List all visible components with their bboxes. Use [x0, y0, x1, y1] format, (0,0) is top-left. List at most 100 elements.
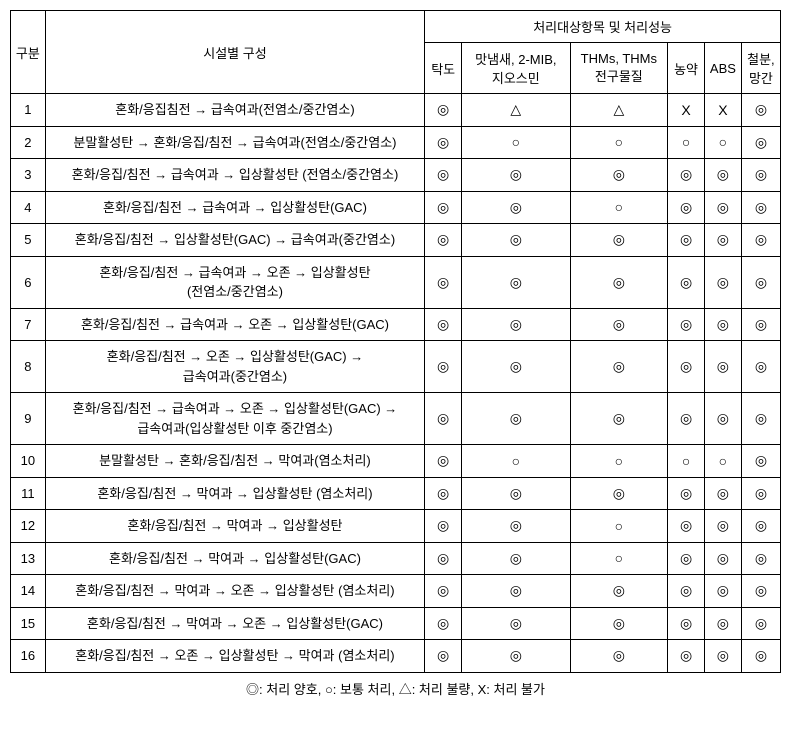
row-number: 1 — [11, 94, 46, 127]
row-symbol: ◎ — [704, 191, 741, 224]
row-symbol: ◎ — [462, 607, 570, 640]
row-symbol: ◎ — [741, 640, 780, 673]
row-symbol: ◎ — [741, 477, 780, 510]
row-symbol: ◎ — [741, 607, 780, 640]
row-symbol: ◎ — [704, 607, 741, 640]
table-row: 3혼화/응집/침전 → 급속여과 → 입상활성탄 (전염소/중간염소)◎◎◎◎◎… — [11, 159, 781, 192]
header-sub-5: 철분,망간 — [741, 43, 780, 94]
table-row: 15혼화/응집/침전 → 막여과 → 오존 → 입상활성탄(GAC)◎◎◎◎◎◎ — [11, 607, 781, 640]
header-group: 처리대상항목 및 처리성능 — [425, 11, 781, 43]
row-symbol: ◎ — [668, 159, 705, 192]
row-symbol: ◎ — [570, 341, 668, 393]
legend-text: ◎: 처리 양호, ○: 보통 처리, △: 처리 불량, X: 처리 불가 — [10, 673, 781, 698]
row-symbol: ◎ — [462, 308, 570, 341]
row-description: 혼화/응집침전 → 급속여과(전염소/중간염소) — [45, 94, 425, 127]
row-symbol: ◎ — [668, 575, 705, 608]
row-description: 혼화/응집/침전 → 막여과 → 입상활성탄 (염소처리) — [45, 477, 425, 510]
row-symbol: ○ — [462, 126, 570, 159]
row-symbol: ◎ — [570, 575, 668, 608]
row-symbol: ◎ — [741, 341, 780, 393]
row-symbol: ◎ — [704, 256, 741, 308]
row-number: 4 — [11, 191, 46, 224]
table-row: 5혼화/응집/침전 → 입상활성탄(GAC) → 급속여과(중간염소)◎◎◎◎◎… — [11, 224, 781, 257]
row-symbol: ○ — [704, 445, 741, 478]
table-row: 12혼화/응집/침전 → 막여과 → 입상활성탄◎◎○◎◎◎ — [11, 510, 781, 543]
row-symbol: ◎ — [462, 640, 570, 673]
table-header: 구분 시설별 구성 처리대상항목 및 처리성능 탁도 맛냄새, 2-MIB,지오… — [11, 11, 781, 94]
row-symbol: ◎ — [570, 159, 668, 192]
row-symbol: ◎ — [425, 159, 462, 192]
table-row: 14혼화/응집/침전 → 막여과 → 오존 → 입상활성탄 (염소처리)◎◎◎◎… — [11, 575, 781, 608]
header-sub-2: THMs, THMs전구물질 — [570, 43, 668, 94]
row-symbol: ◎ — [704, 542, 741, 575]
row-symbol: ◎ — [570, 393, 668, 445]
row-symbol: ◎ — [668, 308, 705, 341]
row-symbol: ◎ — [741, 126, 780, 159]
row-symbol: ◎ — [741, 510, 780, 543]
row-symbol: ◎ — [741, 159, 780, 192]
table-body: 1혼화/응집침전 → 급속여과(전염소/중간염소)◎△△XX◎2분말활성탄 → … — [11, 94, 781, 673]
row-symbol: ◎ — [425, 126, 462, 159]
row-symbol: ◎ — [462, 191, 570, 224]
row-description: 혼화/응집/침전 → 막여과 → 입상활성탄(GAC) — [45, 542, 425, 575]
row-number: 15 — [11, 607, 46, 640]
row-symbol: ○ — [570, 542, 668, 575]
row-symbol: ◎ — [570, 308, 668, 341]
row-symbol: ◎ — [741, 256, 780, 308]
row-symbol: ◎ — [570, 640, 668, 673]
row-number: 10 — [11, 445, 46, 478]
row-symbol: ◎ — [425, 510, 462, 543]
row-symbol: ◎ — [668, 542, 705, 575]
header-sub-0: 탁도 — [425, 43, 462, 94]
treatment-table: 구분 시설별 구성 처리대상항목 및 처리성능 탁도 맛냄새, 2-MIB,지오… — [10, 10, 781, 673]
row-symbol: ◎ — [462, 393, 570, 445]
row-symbol: ○ — [704, 126, 741, 159]
row-symbol: ◎ — [704, 640, 741, 673]
table-row: 9혼화/응집/침전 → 급속여과 → 오존 → 입상활성탄(GAC) →급속여과… — [11, 393, 781, 445]
row-number: 3 — [11, 159, 46, 192]
row-symbol: ◎ — [462, 224, 570, 257]
row-symbol: ◎ — [668, 256, 705, 308]
table-row: 6혼화/응집/침전 → 급속여과 → 오존 → 입상활성탄(전염소/중간염소)◎… — [11, 256, 781, 308]
row-symbol: ◎ — [668, 640, 705, 673]
row-symbol: ◎ — [462, 477, 570, 510]
row-symbol: ◎ — [462, 159, 570, 192]
row-symbol: ◎ — [668, 191, 705, 224]
header-num: 구분 — [11, 11, 46, 94]
row-number: 7 — [11, 308, 46, 341]
row-description: 혼화/응집/침전 → 막여과 → 오존 → 입상활성탄(GAC) — [45, 607, 425, 640]
table-row: 8혼화/응집/침전 → 오존 → 입상활성탄(GAC) →급속여과(중간염소)◎… — [11, 341, 781, 393]
row-symbol: △ — [570, 94, 668, 127]
row-symbol: ◎ — [704, 477, 741, 510]
row-symbol: ◎ — [668, 393, 705, 445]
row-symbol: ◎ — [704, 341, 741, 393]
row-symbol: ◎ — [462, 256, 570, 308]
row-description: 혼화/응집/침전 → 오존 → 입상활성탄(GAC) →급속여과(중간염소) — [45, 341, 425, 393]
row-symbol: ◎ — [570, 256, 668, 308]
row-symbol: ◎ — [425, 224, 462, 257]
row-symbol: ◎ — [741, 191, 780, 224]
row-symbol: ◎ — [425, 191, 462, 224]
row-symbol: ◎ — [570, 607, 668, 640]
row-symbol: ◎ — [425, 445, 462, 478]
row-description: 분말활성탄 → 혼화/응집/침전 → 급속여과(전염소/중간염소) — [45, 126, 425, 159]
header-sub-1: 맛냄새, 2-MIB,지오스민 — [462, 43, 570, 94]
row-symbol: ◎ — [425, 94, 462, 127]
table-row: 13혼화/응집/침전 → 막여과 → 입상활성탄(GAC)◎◎○◎◎◎ — [11, 542, 781, 575]
header-sub-3: 농약 — [668, 43, 705, 94]
row-symbol: ◎ — [462, 510, 570, 543]
row-symbol: ◎ — [668, 510, 705, 543]
row-symbol: ◎ — [570, 224, 668, 257]
row-symbol: ◎ — [425, 575, 462, 608]
row-description: 혼화/응집/침전 → 급속여과 → 입상활성탄(GAC) — [45, 191, 425, 224]
row-symbol: ◎ — [668, 477, 705, 510]
row-symbol: ○ — [570, 510, 668, 543]
row-symbol: ◎ — [704, 159, 741, 192]
row-number: 13 — [11, 542, 46, 575]
row-symbol: ◎ — [425, 393, 462, 445]
row-symbol: ◎ — [741, 224, 780, 257]
table-row: 1혼화/응집침전 → 급속여과(전염소/중간염소)◎△△XX◎ — [11, 94, 781, 127]
row-description: 혼화/응집/침전 → 급속여과 → 오존 → 입상활성탄(전염소/중간염소) — [45, 256, 425, 308]
row-symbol: X — [704, 94, 741, 127]
row-symbol: ◎ — [741, 445, 780, 478]
